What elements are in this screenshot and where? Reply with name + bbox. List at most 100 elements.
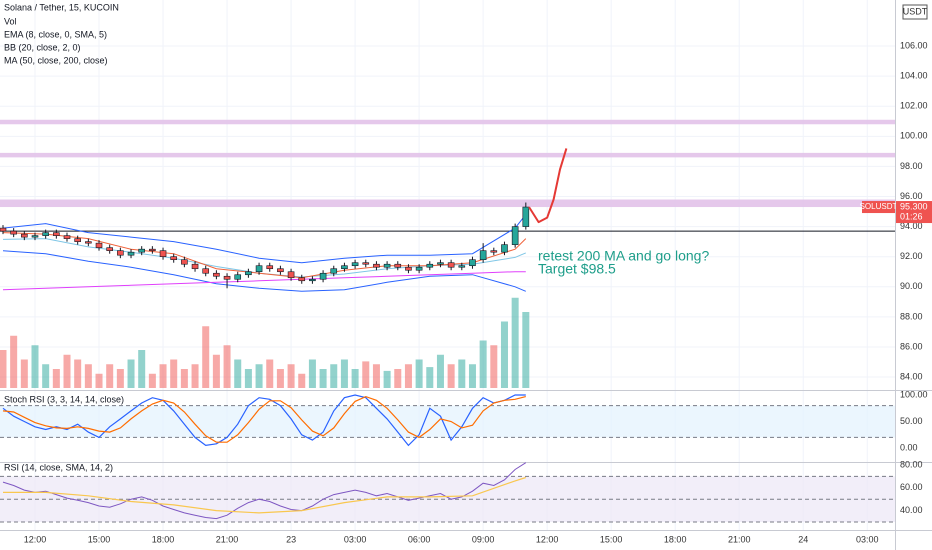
candle-body [405,266,412,271]
volume-bar [212,354,220,388]
volume-bar [244,369,252,388]
y-tick-label: 100.00 [900,389,928,399]
candle-body [127,251,135,256]
candle-body [95,242,103,248]
y-tick-label: 104.00 [900,71,928,81]
volume-bar [426,367,434,388]
x-tick-label: 03:00 [344,534,367,544]
indicator-line [2,271,526,291]
candle-body [42,232,49,236]
stoch-line [2,395,526,443]
candle-body [373,263,380,268]
volume-bar [447,364,455,388]
volume-bar [31,345,39,388]
candle-body [287,271,295,279]
candle-body [181,259,188,265]
y-tick-label: 96.00 [900,191,923,201]
rsi-ma-line [3,476,526,514]
candle-body [223,275,231,280]
currency: USDT [903,6,928,16]
symbol-box [862,201,895,214]
candle-body [53,232,60,236]
legend-item: EMA (8, close, 0, SMA, 5) [4,29,107,39]
candle-body [106,247,113,251]
x-tick-label: 15:00 [88,534,111,544]
candle-body [298,277,306,282]
candle-body [437,262,444,265]
x-tick-label: 24 [798,534,808,544]
volume-bar [180,369,188,388]
volume-bar [63,354,71,388]
currency-box[interactable] [902,4,928,20]
volume-bar [42,364,50,388]
drawing [528,148,568,224]
candle-body [277,268,284,273]
y-tick-label: 102.00 [900,101,928,111]
candle-body [85,241,92,244]
candle-body [341,265,348,270]
volume-bar [266,359,274,388]
volume-bar [95,373,103,388]
candle-body [213,272,220,277]
volume-bar [511,297,519,388]
candle-body [522,206,530,227]
y-tick-label: 92.00 [900,251,923,261]
y-tick-label: 80.00 [900,459,923,469]
x-tick-label: 15:00 [600,534,623,544]
x-tick-label: 03:00 [856,534,879,544]
volume-bar [170,359,178,388]
candle-body [63,235,71,239]
candle-body [149,248,156,251]
volume-bar [522,312,530,388]
volume-bar [308,359,316,388]
y-tick-label: 94.00 [900,221,923,231]
y-tick-label: 50.00 [900,416,923,426]
volume-bar [351,369,359,388]
pane-title: Stoch RSI (3, 3, 14, 14, close) [4,394,124,404]
y-tick-label: 84.00 [900,371,923,381]
candle-body [501,244,508,253]
x-tick-label: 09:00 [472,534,495,544]
candle-body [74,238,81,242]
candle-body [159,250,167,257]
x-tick-label: 12:00 [24,534,47,544]
volume-bar [148,373,156,388]
candle-body [266,265,274,270]
volume-bar [159,364,167,388]
candle-body [309,278,316,282]
volume-bar [468,364,476,388]
annotation: Target $98.5 [538,261,616,277]
y-tick-label: 106.00 [900,40,928,50]
volume-bar [394,369,402,388]
volume-bar [52,369,60,388]
volume-bar [138,350,146,388]
x-tick-label: 12:00 [536,534,559,544]
volume-bar [116,369,124,388]
volume-bar [191,364,199,388]
candle-body [383,263,391,268]
candle-body [0,227,7,232]
legend-item: Vol [4,16,17,26]
y-tick-label: 88.00 [900,311,923,321]
x-tick-label: 23 [286,534,296,544]
candle-body [479,250,487,260]
candle-body [415,266,423,271]
volume-bar [298,373,306,388]
legend-item: MA (50, close, 200, close) [4,55,108,65]
volume-bar [20,359,28,388]
volume-bar [84,364,92,388]
volume-bar [372,364,380,388]
candle-body [458,265,466,268]
zone [0,199,895,208]
volume-bar [127,359,135,388]
x-tick-label: 21:00 [728,534,751,544]
annotation: retest 200 MA and go long? [538,248,709,264]
candle-body [330,268,338,274]
candle-body [255,265,263,273]
y-tick-label: 98.00 [900,161,923,171]
zone [0,152,895,158]
volume-bar [490,345,498,388]
indicator-line [2,250,526,292]
candle-body [426,263,434,268]
